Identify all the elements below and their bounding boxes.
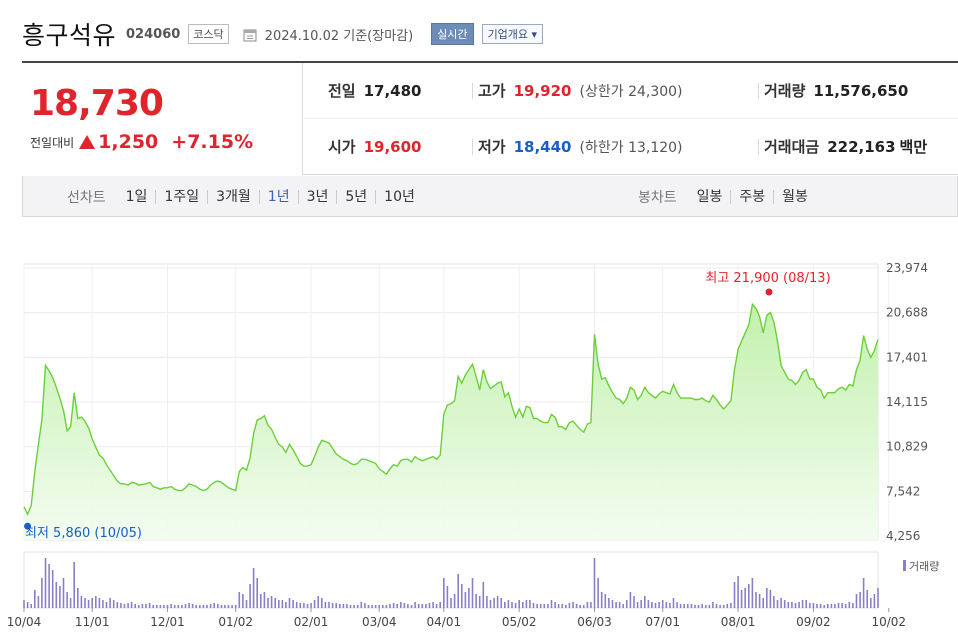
- open-price: 시가 19,600: [328, 136, 422, 157]
- title-bar: 흥구석유 024060 코스닥 2024.10.02 기준(장마감) 실시간 기…: [22, 14, 544, 54]
- x-tick-label: 02/01: [294, 615, 329, 629]
- amount-label: 거래대금: [764, 138, 820, 156]
- y-tick-label: 10,829: [886, 440, 928, 454]
- low-annotation: 최저 5,860 (10/05): [25, 526, 142, 541]
- stock-name: 흥구석유: [22, 21, 117, 50]
- lower-limit-label: (하한가: [579, 140, 624, 156]
- amount-unit: 백만: [899, 138, 928, 156]
- low-price: 저가 18,440 (하한가 13,120): [478, 136, 683, 157]
- divider: [758, 83, 759, 99]
- prev-close: 전일 17,480: [328, 80, 422, 101]
- volume-legend-label: 거래량: [909, 560, 939, 573]
- y-tick-label: 23,974: [886, 261, 928, 275]
- x-tick-label: 07/01: [645, 615, 680, 629]
- open-value: 19,600: [363, 138, 422, 156]
- current-price: 18,730: [30, 83, 164, 124]
- price-cell: 18,730 전일대비 1,250 +7.15%: [22, 63, 303, 175]
- upper-limit-label: (상한가: [579, 84, 624, 100]
- candle-chart-periods: 봉차트 일봉 주봉 월봉: [638, 187, 816, 207]
- y-tick-label: 4,256: [886, 529, 920, 543]
- volume-label: 거래량: [764, 82, 806, 100]
- price-line: [23, 302, 879, 516]
- upper-limit-value: 24,300): [628, 84, 683, 100]
- volume: 거래량 11,576,650: [764, 80, 908, 101]
- high-value: 19,920: [513, 82, 572, 100]
- open-label: 시가: [328, 138, 356, 156]
- divider: [472, 139, 473, 155]
- line-chart-periods: 선차트 1일 1주일 3개월 1년 3년 5년 10년: [67, 187, 423, 207]
- y-tick-label: 17,401: [886, 350, 928, 364]
- change-amount: 1,250: [98, 131, 159, 153]
- line-period-1[interactable]: 1주일: [155, 190, 207, 204]
- candle-period-2[interactable]: 월봉: [773, 190, 816, 204]
- x-tick-label: 11/01: [75, 615, 110, 629]
- low-value: 18,440: [513, 138, 572, 156]
- line-period-6[interactable]: 10년: [375, 190, 423, 204]
- volume-legend-icon: [903, 560, 906, 571]
- change-label: 전일대비: [30, 135, 75, 150]
- line-period-4[interactable]: 3년: [297, 190, 337, 204]
- y-tick-label: 7,542: [886, 484, 920, 498]
- high-label: 고가: [478, 82, 506, 100]
- quote-row-2: 시가 19,600 저가 18,440 (하한가 13,120) 거래대금 22…: [304, 119, 958, 175]
- line-period-5[interactable]: 5년: [336, 190, 375, 204]
- x-tick-label: 12/01: [150, 615, 185, 629]
- volume-value: 11,576,650: [813, 82, 909, 100]
- amount-value: 222,163: [827, 138, 896, 156]
- y-tick-label: 20,688: [886, 306, 928, 320]
- prev-close-value: 17,480: [363, 82, 422, 100]
- calendar-icon: [243, 27, 257, 42]
- quote-row-1: 전일 17,480 고가 19,920 (상한가 24,300) 거래량 11,…: [304, 63, 958, 119]
- company-overview-button[interactable]: 기업개요 ▾: [481, 24, 544, 44]
- high-annotation: 최고 21,900 (08/13): [705, 271, 830, 286]
- candle-chart-label: 봉차트: [638, 190, 677, 206]
- x-tick-label: 10/02: [871, 615, 906, 629]
- trade-amount: 거래대금 222,163 백만: [764, 136, 927, 157]
- change-percent: +7.15%: [171, 131, 254, 153]
- divider: [472, 83, 473, 99]
- line-chart-label: 선차트: [67, 190, 106, 206]
- low-marker: [24, 522, 32, 530]
- low-label: 저가: [478, 138, 506, 156]
- x-tick-label: 08/01: [721, 615, 756, 629]
- x-tick-label: 09/02: [796, 615, 831, 629]
- market-badge: 코스닥: [188, 24, 229, 44]
- candle-period-0[interactable]: 일봉: [696, 189, 723, 205]
- y-tick-label: 14,115: [886, 395, 928, 409]
- divider: [758, 139, 759, 155]
- line-period-0[interactable]: 1일: [125, 189, 148, 205]
- chart-svg: 23,974 20,688 17,401 14,115 10,829 7,542 4,256…: [7, 261, 940, 629]
- period-bar: 선차트 1일 1주일 3개월 1년 3년 5년 10년 봉차트 일봉 주봉 월봉: [22, 176, 958, 217]
- x-tick-label: 06/03: [577, 615, 612, 629]
- line-period-2[interactable]: 3개월: [207, 190, 259, 204]
- x-tick-label: 03/04: [362, 615, 397, 629]
- high-price: 고가 19,920 (상한가 24,300): [478, 80, 683, 101]
- base-date: 2024.10.02 기준(장마감): [264, 28, 414, 44]
- line-period-3[interactable]: 1년: [258, 190, 298, 204]
- high-marker: [765, 288, 773, 296]
- prev-close-label: 전일: [328, 82, 356, 100]
- change-row: 전일대비 1,250 +7.15%: [30, 131, 253, 153]
- price-chart: 23,974 20,688 17,401 14,115 10,829 7,542 4,256…: [0, 240, 958, 635]
- lower-limit-value: 13,120): [628, 140, 683, 156]
- live-button[interactable]: 실시간: [431, 23, 474, 45]
- x-tick-label: 01/02: [218, 615, 253, 629]
- x-tick-label: 04/01: [427, 615, 462, 629]
- up-triangle-icon: [79, 135, 96, 149]
- x-tick-label: 05/02: [502, 615, 537, 629]
- candle-period-1[interactable]: 주봉: [730, 190, 773, 204]
- x-tick-label: 10/04: [7, 615, 42, 629]
- quote-box: 18,730 전일대비 1,250 +7.15% 전일 17,480 고가 19…: [22, 61, 958, 175]
- stock-code: 024060: [126, 26, 181, 42]
